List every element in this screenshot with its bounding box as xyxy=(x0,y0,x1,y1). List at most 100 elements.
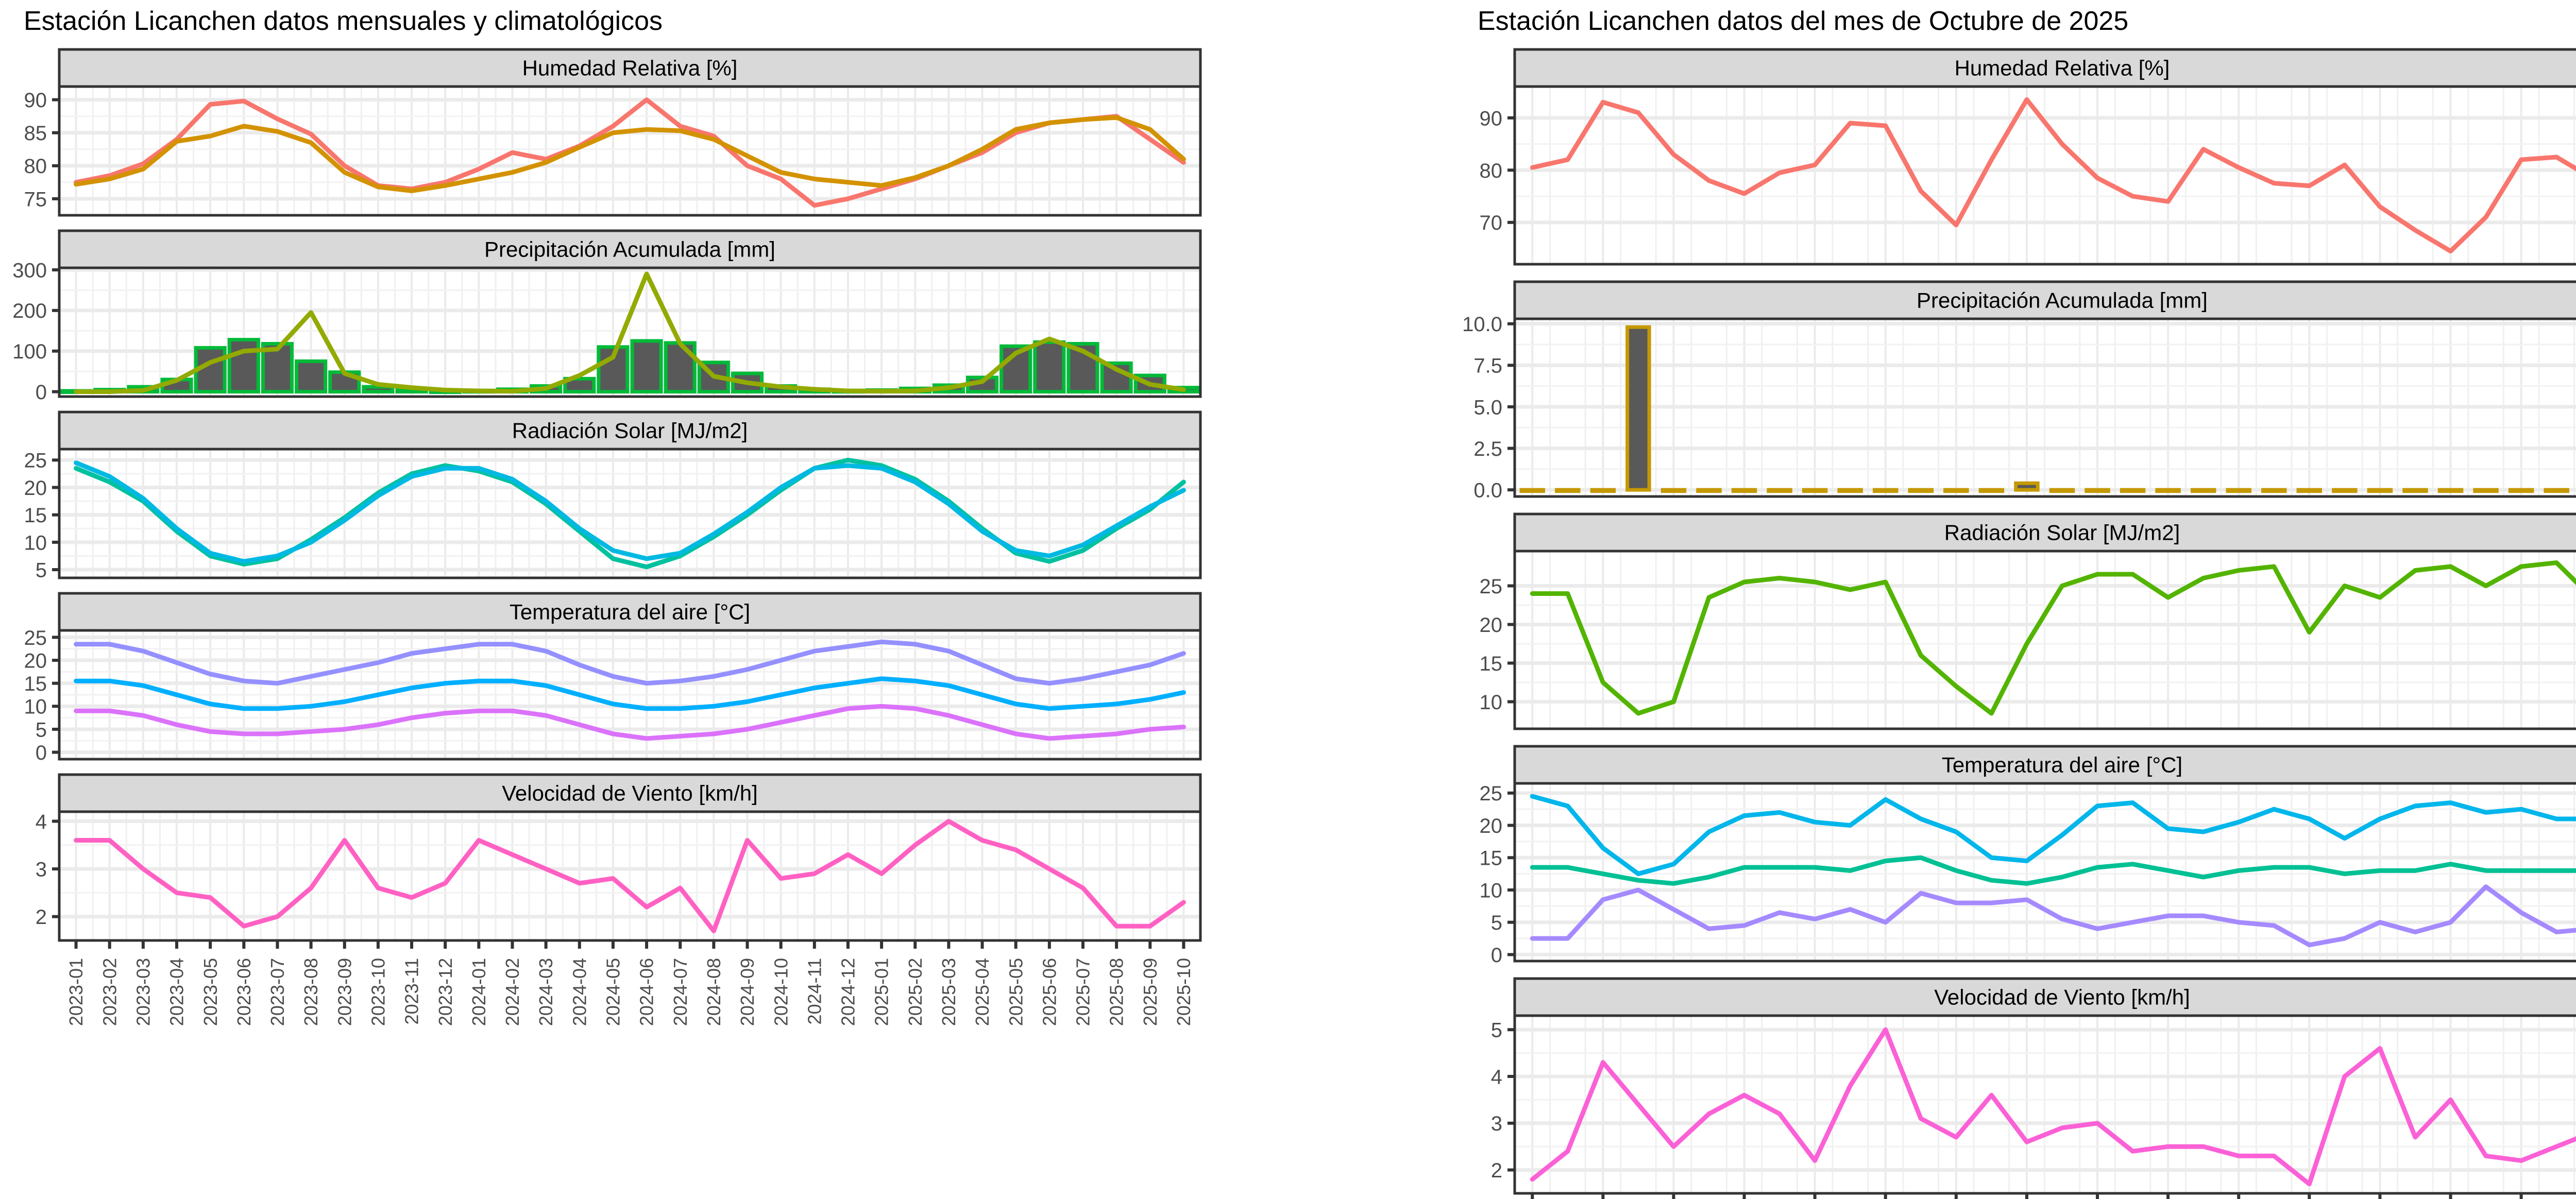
line-HR xyxy=(1530,97,2576,254)
x-tick-label: 2025-10 xyxy=(1173,958,1194,1026)
line-RS xyxy=(1530,560,2576,716)
x-tick-label: 2024-02 xyxy=(502,958,523,1026)
x-tick-label: 2024-07 xyxy=(670,958,691,1026)
facet-strip-label: Velocidad de Viento [km/h] xyxy=(1934,985,2190,1009)
x-tick-label: 2025-08 xyxy=(1106,958,1127,1026)
y-tick-label: 0 xyxy=(36,742,47,764)
y-tick-label: 20 xyxy=(1480,815,1503,837)
bar-PP xyxy=(1660,488,1687,493)
y-tick-label: 0 xyxy=(36,381,47,404)
bar-PP xyxy=(2226,488,2251,493)
facet-strip-background xyxy=(1513,280,2576,320)
x-tick-label: 2024-11 xyxy=(804,958,825,1024)
bar-PP xyxy=(2508,488,2534,493)
panel-border xyxy=(58,85,1202,217)
bar-PPN xyxy=(630,339,663,394)
x-tick-label: 2023-01 xyxy=(65,958,87,1026)
bar-PP xyxy=(1802,488,1828,493)
y-tick-label: 3 xyxy=(1491,1112,1502,1135)
bar-PP xyxy=(2261,488,2287,493)
plot-title: Estación Licanchen datos del mes de Octu… xyxy=(1478,6,2128,36)
y-tick-label: 25 xyxy=(1480,575,1503,598)
x-tick-label: 2023-05 xyxy=(200,958,221,1026)
y-tick-label: 10 xyxy=(24,696,47,718)
y-tick-label: 20 xyxy=(24,477,47,500)
x-tick-label: 2023-02 xyxy=(99,958,120,1026)
facet-strip-background xyxy=(58,48,1202,88)
bar-PP xyxy=(2120,488,2146,493)
bar-PP xyxy=(2332,488,2358,493)
line-TMIN xyxy=(1530,884,2576,948)
line-TMAX xyxy=(74,639,1186,686)
line-HRN xyxy=(74,115,1186,194)
facet-strip-background xyxy=(58,773,1202,813)
panel-border xyxy=(1513,1014,2576,1195)
y-tick-label: 5 xyxy=(1491,1019,1502,1042)
panel-border xyxy=(1513,782,2576,963)
panel-border xyxy=(58,629,1202,761)
bar-PP xyxy=(2544,488,2569,493)
y-tick-label: 80 xyxy=(1480,160,1503,182)
x-tick-label: 2023-03 xyxy=(132,958,154,1026)
bar-PP xyxy=(1837,488,1863,493)
y-tick-label: 10 xyxy=(1480,691,1503,714)
bar-PP xyxy=(2296,488,2323,493)
x-tick-label: 2024-05 xyxy=(603,958,624,1026)
line-T xyxy=(74,676,1186,711)
y-tick-label: 25 xyxy=(24,627,47,649)
x-tick-label: 2023-06 xyxy=(233,958,255,1026)
x-tick-label: 2025-02 xyxy=(905,958,926,1026)
right-plot-block: Estación Licanchen datos del mes de Octu… xyxy=(1458,0,2576,1199)
left-faceted-chart: Estación Licanchen datos mensuales y cli… xyxy=(12,6,1202,1026)
x-tick-label: 2024-12 xyxy=(838,958,859,1026)
x-tick-label: 2024-01 xyxy=(468,958,489,1026)
facet-strip-label: Humedad Relativa [%] xyxy=(1955,56,2170,80)
bar-PP xyxy=(2473,488,2499,493)
y-tick-label: 2 xyxy=(1491,1159,1502,1182)
facet-strip-label: Radiación Solar [MJ/m2] xyxy=(1944,520,2180,544)
line-PP xyxy=(74,271,1186,395)
x-tick-label: 2023-12 xyxy=(435,958,456,1026)
bar-PP xyxy=(2049,488,2075,493)
x-tick-label: 2024-10 xyxy=(770,958,791,1026)
x-tick-label: 2025-05 xyxy=(1005,958,1026,1026)
panel-border xyxy=(58,266,1202,398)
y-tick-label: 3 xyxy=(36,859,47,881)
x-tick-label: 2023-09 xyxy=(334,958,355,1026)
y-tick-label: 5 xyxy=(36,559,47,581)
y-tick-label: 10 xyxy=(24,532,47,554)
bar-PP xyxy=(1908,488,1934,493)
bar-PP xyxy=(2155,488,2181,493)
y-tick-label: 15 xyxy=(24,673,47,695)
x-tick-label: 2025-07 xyxy=(1073,958,1094,1026)
x-tick-label: 2024-03 xyxy=(535,958,556,1026)
line-VV xyxy=(1530,1027,2576,1187)
y-tick-label: 2.5 xyxy=(1473,438,1502,460)
facet-strip-label: Precipitación Acumulada [mm] xyxy=(484,237,775,261)
x-tick-label: 2025-03 xyxy=(938,958,959,1026)
y-tick-label: 90 xyxy=(24,89,47,112)
bar-PPN xyxy=(1033,340,1066,394)
y-tick-label: 2 xyxy=(36,906,47,929)
y-tick-label: 75 xyxy=(24,188,47,211)
panel-border xyxy=(58,448,1202,579)
facet-4: Temperatura del aire [°C] 0 5 10 15 20 25 xyxy=(1480,745,2576,967)
facet-2: Precipitación Acumulada [mm] 0.0 2.5 5.0 7.5… xyxy=(1462,280,2576,502)
x-tick-label: 2024-08 xyxy=(703,958,724,1026)
facet-strip-label: Precipitación Acumulada [mm] xyxy=(1917,288,2208,312)
x-tick-label: 2025-06 xyxy=(1039,958,1060,1026)
y-tick-label: 85 xyxy=(24,122,47,145)
x-tick-label: 2025-09 xyxy=(1140,958,1161,1026)
y-tick-label: 25 xyxy=(1480,782,1503,805)
y-tick-label: 80 xyxy=(24,155,47,178)
facet-strip-label: Temperatura del aire [°C] xyxy=(510,599,750,624)
bar-PP xyxy=(1590,488,1616,493)
y-tick-label: 4 xyxy=(1491,1066,1502,1088)
facet-5: Velocidad de Viento [km/h]23451357911131… xyxy=(1491,977,2576,1199)
bar-PP xyxy=(2014,481,2040,492)
x-tick-label: 2023-07 xyxy=(267,958,288,1026)
panel-border xyxy=(1513,317,2576,498)
facet-strip-label: Radiación Solar [MJ/m2] xyxy=(512,418,748,442)
facet-strip-background xyxy=(1513,745,2576,785)
